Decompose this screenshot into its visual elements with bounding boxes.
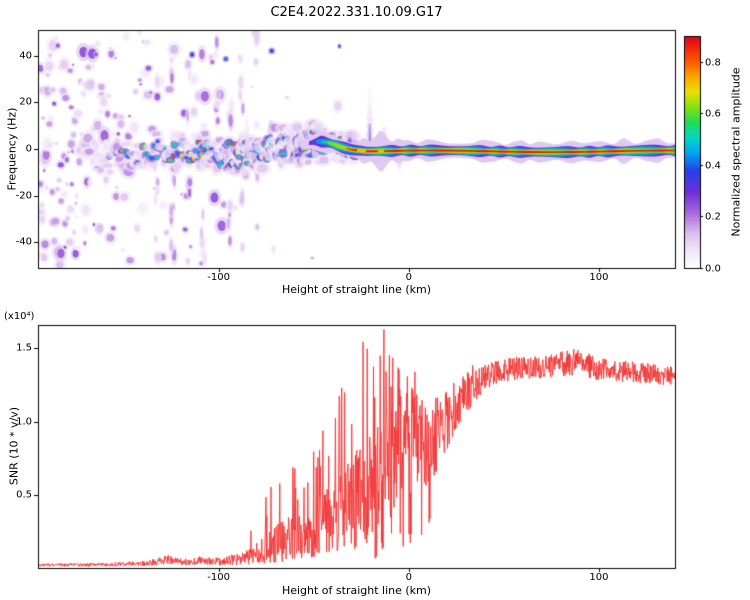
colorbar-tick-label: 0.8: [705, 57, 721, 68]
figure-title: C2E4.2022.331.10.09.G17: [270, 5, 443, 20]
bottom-x-tick-label: -100: [207, 572, 230, 583]
bottom-x-tick-label: 0: [405, 572, 412, 583]
bottom-y-tick-label: 1.5: [16, 342, 32, 354]
top-y-tick-label: -20: [15, 190, 32, 202]
top-y-tick-label: 20: [19, 96, 32, 108]
bottom-x-axis-label: Height of straight line (km): [281, 584, 432, 597]
colorbar-tick-label: 0.2: [705, 211, 721, 222]
top-y-tick-label: 0: [25, 143, 32, 155]
colorbar-label: Normalized spectral amplitude: [729, 67, 743, 237]
top-y-axis-label: Frequency (Hz): [5, 107, 19, 191]
bottom-x-tick-label: 100: [589, 572, 609, 583]
top-x-axis-label: Height of straight line (km): [281, 283, 432, 296]
top-y-tick-label: 40: [19, 50, 32, 62]
bottom-y-tick-label: 1.0: [16, 416, 32, 428]
top-x-tick-label: 100: [589, 272, 609, 283]
y-scale-note: (x10⁴): [4, 311, 35, 322]
top-y-tick-label: -40: [15, 236, 32, 248]
colorbar-tick-label: 0.0: [705, 263, 721, 274]
colorbar-tick-label: 0.6: [705, 108, 721, 119]
top-x-tick-label: -100: [207, 272, 230, 283]
bottom-y-tick-label: 0.5: [16, 489, 32, 501]
top-x-tick-label: 0: [405, 272, 412, 283]
colorbar-tick-label: 0.4: [705, 160, 721, 171]
